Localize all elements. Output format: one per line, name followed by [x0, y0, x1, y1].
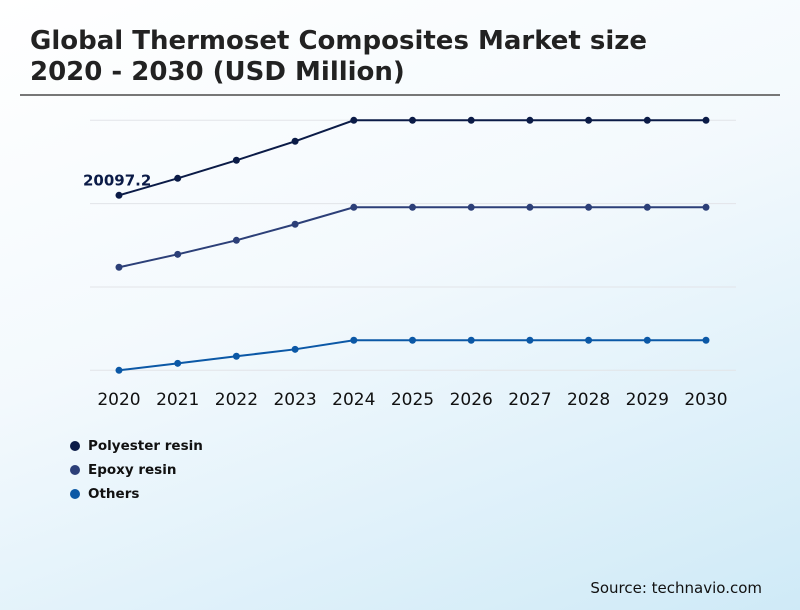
data-label: 20097.2 — [83, 171, 151, 189]
data-point — [232, 156, 240, 164]
title-line-2: 2020 - 2030 (USD Million) — [30, 57, 405, 87]
data-point — [174, 250, 182, 258]
legend-item: Polyester resin — [70, 434, 203, 458]
legend-dot-icon — [70, 441, 80, 451]
source-note: Source: technavio.com — [590, 579, 762, 597]
x-tick-label: 2025 — [391, 390, 434, 410]
data-point — [115, 263, 123, 271]
x-tick-label: 2022 — [215, 390, 258, 410]
data-point — [291, 220, 299, 228]
x-tick-label: 2028 — [567, 390, 610, 410]
data-point — [702, 116, 710, 124]
data-point — [291, 345, 299, 353]
x-tick-label: 2030 — [684, 390, 727, 410]
series-line — [118, 339, 706, 372]
data-point — [467, 336, 475, 344]
data-point — [702, 336, 710, 344]
data-point — [174, 174, 182, 182]
data-point — [115, 366, 123, 374]
line-chart: 2020 2021 2022 2023 2024 2025 2026 2027 2028 2029… — [83, 116, 736, 410]
data-point — [174, 359, 182, 367]
title-line-1: Global Thermoset Composites Market size — [30, 26, 648, 56]
data-point — [350, 203, 358, 211]
data-point — [350, 336, 358, 344]
data-point — [232, 236, 240, 244]
data-point — [409, 203, 416, 211]
data-point — [291, 137, 299, 145]
chart-title: Global Thermoset Composites Market size … — [30, 26, 647, 88]
data-point — [643, 116, 651, 124]
data-point — [467, 203, 475, 211]
data-point — [526, 203, 534, 211]
legend-dot-icon — [70, 465, 80, 475]
x-tick-label: 2021 — [156, 390, 199, 410]
legend-label: Epoxy resin — [88, 462, 177, 478]
data-point — [643, 203, 651, 211]
x-tick-label: 2024 — [332, 390, 375, 410]
legend-item: Epoxy resin — [70, 458, 203, 482]
data-point — [115, 191, 123, 199]
data-point — [409, 336, 416, 344]
x-tick-label: 2023 — [273, 390, 316, 410]
data-point — [526, 116, 534, 124]
data-point — [409, 116, 416, 124]
legend-label: Polyester resin — [88, 438, 203, 454]
data-point — [585, 203, 593, 211]
data-point — [702, 203, 710, 211]
legend-item: Others — [70, 482, 203, 506]
legend-label: Others — [88, 486, 140, 502]
series-line — [118, 119, 706, 197]
x-tick-label: 2026 — [450, 390, 493, 410]
legend: Polyester resin Epoxy resin Others — [70, 434, 203, 506]
x-tick-label: 2020 — [97, 390, 140, 410]
data-point — [467, 116, 475, 124]
x-tick-label: 2027 — [508, 390, 551, 410]
data-point — [585, 336, 593, 344]
data-point — [350, 116, 358, 124]
x-tick-label: 2029 — [626, 390, 669, 410]
data-point — [232, 352, 240, 360]
data-point — [643, 336, 651, 344]
series-line — [118, 206, 706, 269]
data-point — [585, 116, 593, 124]
title-divider — [20, 94, 780, 96]
legend-dot-icon — [70, 489, 80, 499]
data-point — [526, 336, 534, 344]
